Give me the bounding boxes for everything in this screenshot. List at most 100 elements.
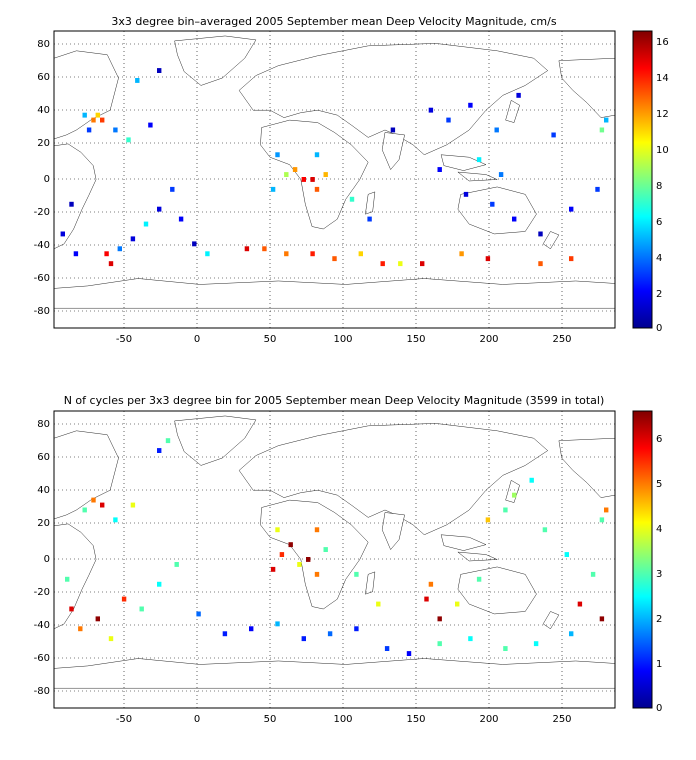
heatmap-cell <box>512 492 517 498</box>
svg-text:-40: -40 <box>34 620 50 631</box>
svg-text:-20: -20 <box>34 587 50 598</box>
svg-text:40: 40 <box>37 105 50 116</box>
heatmap-cell <box>69 201 74 207</box>
heatmap-cell <box>314 527 320 533</box>
svg-text:60: 60 <box>37 452 50 463</box>
heatmap-cell <box>301 177 306 182</box>
heatmap-cell <box>113 127 118 133</box>
heatmap-cell <box>599 517 605 523</box>
heatmap-cell <box>104 251 109 257</box>
heatmap-cell <box>551 132 556 138</box>
svg-text:50: 50 <box>264 334 277 345</box>
heatmap-cell <box>538 261 543 267</box>
svg-text:80: 80 <box>37 39 50 50</box>
svg-text:-20: -20 <box>34 207 50 218</box>
svg-text:150: 150 <box>406 334 425 345</box>
svg-text:0: 0 <box>44 554 50 565</box>
heatmap-cell <box>78 626 83 632</box>
svg-text:12: 12 <box>656 109 669 120</box>
heatmap-cell <box>301 636 306 642</box>
heatmap-cell <box>284 172 289 177</box>
heatmap-cell <box>91 117 96 123</box>
heatmap-cell <box>297 562 302 567</box>
heatmap-cell <box>69 606 74 612</box>
panel-1-title: 3x3 degree bin–averaged 2005 September m… <box>111 15 556 28</box>
heatmap-cell <box>406 651 412 656</box>
heatmap-cell <box>569 631 574 637</box>
svg-text:-80: -80 <box>34 306 50 317</box>
heatmap-cell <box>314 186 320 192</box>
svg-text:14: 14 <box>656 73 669 84</box>
heatmap-cell <box>270 566 276 572</box>
svg-text:2: 2 <box>656 289 662 300</box>
heatmap-cell <box>126 137 131 143</box>
heatmap-cell <box>463 191 469 197</box>
heatmap-cell <box>310 177 315 182</box>
heatmap-cell <box>490 201 495 207</box>
heatmap-cell <box>306 557 311 562</box>
heatmap-cell <box>468 636 473 642</box>
heatmap-cell <box>157 448 162 453</box>
heatmap-cell <box>249 626 254 632</box>
heatmap-cell <box>148 122 153 128</box>
svg-text:20: 20 <box>37 518 50 529</box>
heatmap-cell <box>130 236 136 242</box>
map-panel-2: N of cycles per 3x3 degree bin for 2005 … <box>34 394 663 725</box>
heatmap-cell <box>358 251 363 257</box>
heatmap-cell <box>380 261 385 267</box>
heatmap-cell <box>468 102 473 108</box>
panel-2-xticks: -50 0 50 100 150 200 250 <box>116 714 572 725</box>
heatmap-cell <box>494 127 499 133</box>
heatmap-cell <box>95 112 100 118</box>
svg-text:60: 60 <box>37 72 50 83</box>
heatmap-cell <box>165 438 171 444</box>
panel-1-cells <box>60 68 609 267</box>
heatmap-cell <box>533 641 539 647</box>
heatmap-cell <box>244 246 250 252</box>
heatmap-cell <box>65 576 70 582</box>
heatmap-cell <box>437 167 442 172</box>
svg-text:-50: -50 <box>116 334 132 345</box>
panel-1-axes-frame <box>53 30 616 329</box>
heatmap-cell <box>599 616 605 622</box>
panel-2-axes-frame <box>53 410 616 709</box>
heatmap-cell <box>310 251 315 257</box>
svg-text:150: 150 <box>406 714 425 725</box>
heatmap-cell <box>485 517 491 523</box>
heatmap-cell <box>349 196 355 202</box>
heatmap-cell <box>604 117 609 123</box>
panel-2-grid <box>54 411 615 708</box>
heatmap-cell <box>91 497 96 503</box>
heatmap-cell <box>384 646 390 651</box>
heatmap-cell <box>327 631 333 637</box>
svg-text:0: 0 <box>194 334 200 345</box>
heatmap-cell <box>170 186 175 192</box>
heatmap-cell <box>117 246 122 252</box>
svg-text:4: 4 <box>656 253 662 264</box>
svg-text:10: 10 <box>656 145 669 156</box>
heatmap-cell <box>174 562 179 567</box>
heatmap-cell <box>157 68 162 73</box>
heatmap-cell <box>577 601 583 607</box>
heatmap-cell <box>113 517 118 523</box>
heatmap-cell <box>354 626 359 632</box>
svg-text:5: 5 <box>656 479 662 490</box>
panel-2-yticks: 80 60 40 20 0 -20 -40 -60 -80 <box>34 419 50 697</box>
svg-text:6: 6 <box>656 217 662 228</box>
heatmap-cell <box>108 261 114 267</box>
heatmap-cell <box>323 172 328 177</box>
svg-text:100: 100 <box>333 334 352 345</box>
heatmap-cell <box>135 78 140 83</box>
heatmap-cell <box>428 107 434 113</box>
heatmap-cell <box>270 186 276 192</box>
svg-text:200: 200 <box>479 714 498 725</box>
heatmap-cell <box>121 596 127 602</box>
svg-text:0: 0 <box>656 703 662 714</box>
heatmap-cell <box>275 152 280 158</box>
svg-text:20: 20 <box>37 138 50 149</box>
heatmap-cell <box>222 631 228 637</box>
svg-text:-60: -60 <box>34 653 50 664</box>
heatmap-cell <box>314 152 320 158</box>
heatmap-cell <box>498 172 504 177</box>
svg-text:250: 250 <box>552 334 571 345</box>
